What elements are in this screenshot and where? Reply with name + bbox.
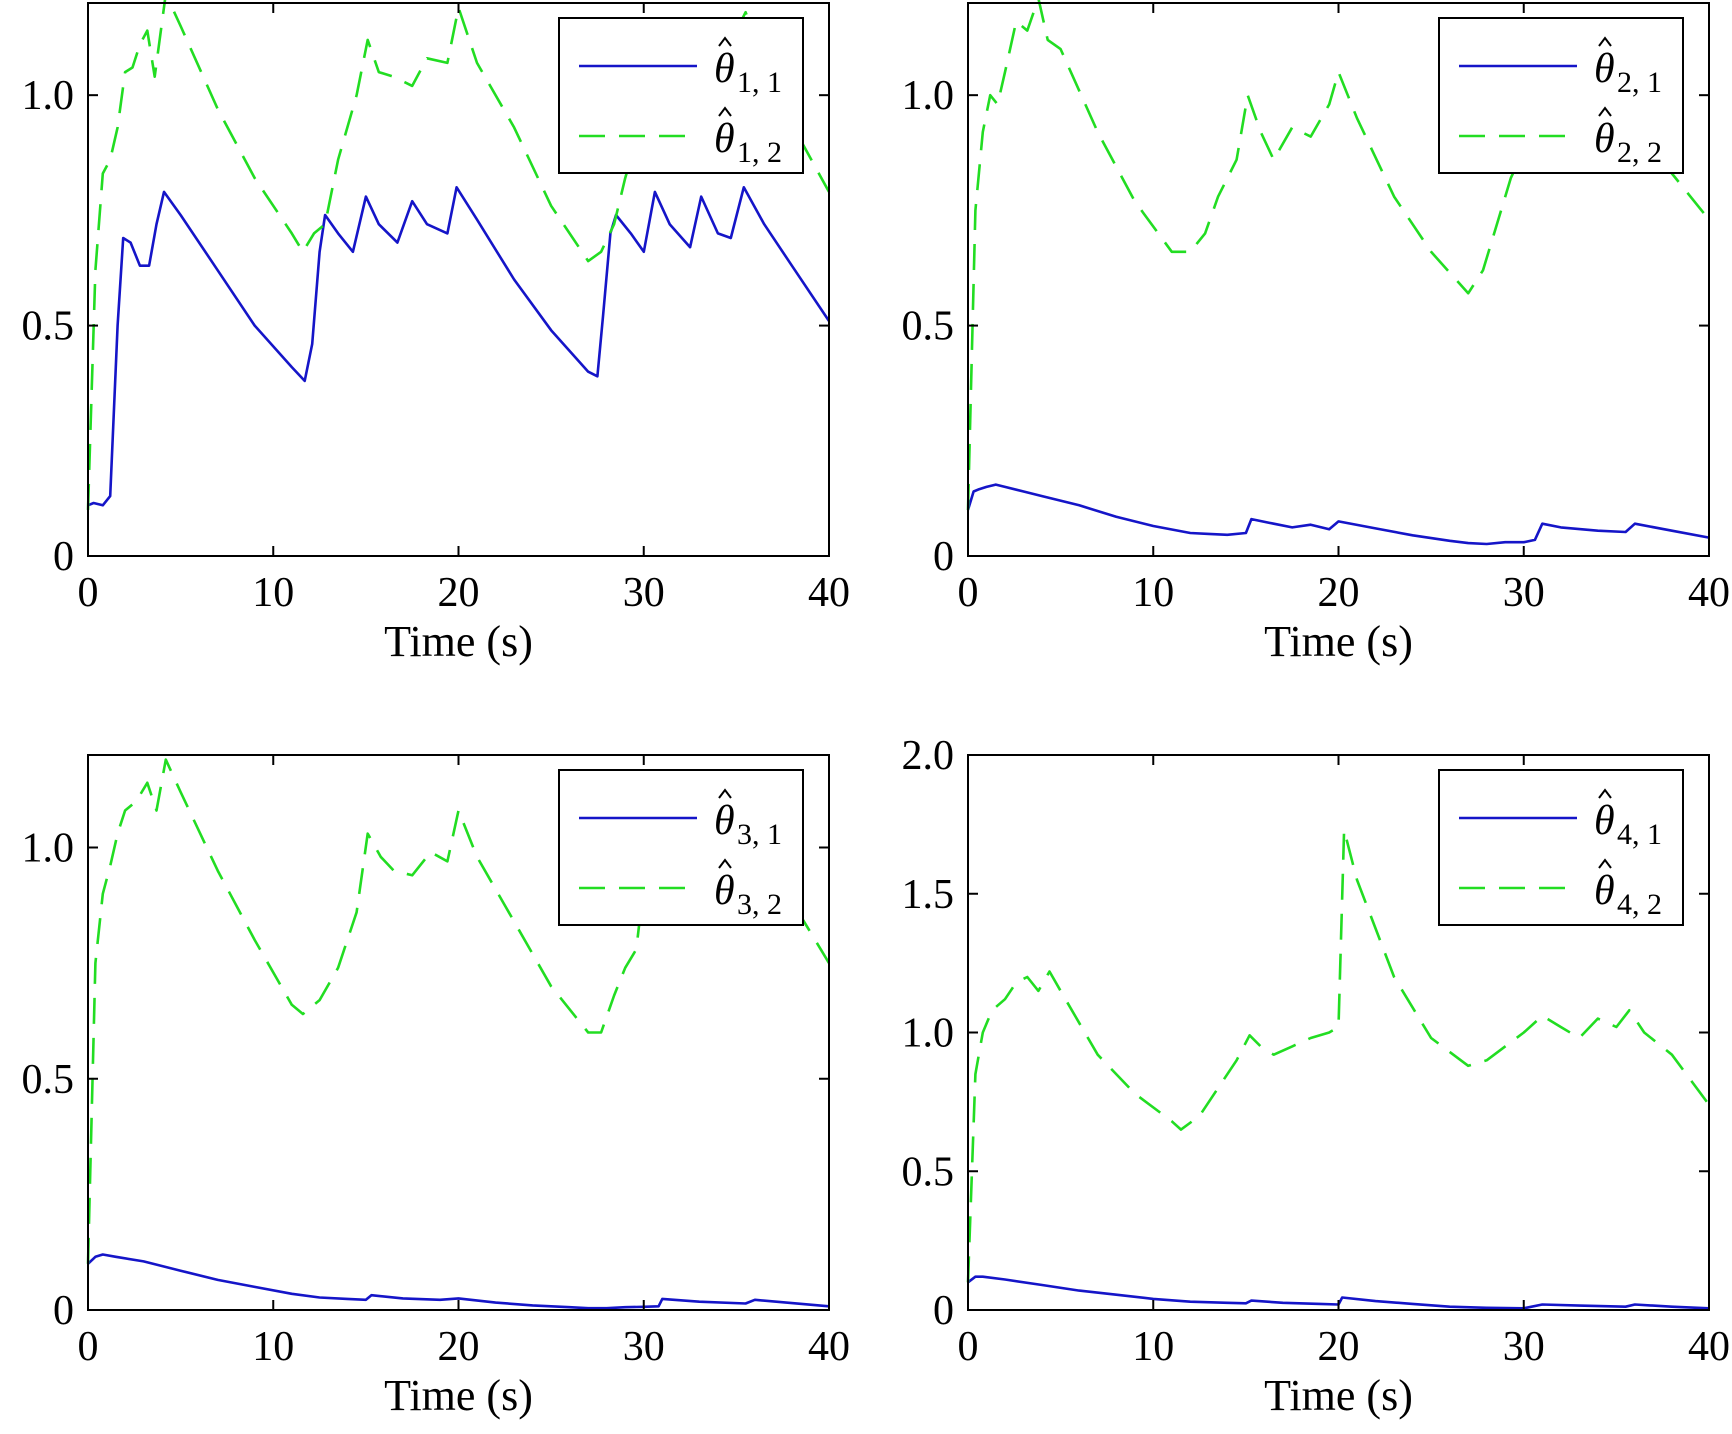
legend-label-2: θ [714,116,735,162]
legend-box [558,769,804,926]
y-tick-label: 1.0 [22,73,75,119]
hat-accent [718,36,732,47]
y-tick-label: 0.5 [902,304,955,350]
x-tick-label: 0 [958,570,979,616]
legend-label-1: θ [1594,46,1615,92]
x-tick-label: 30 [623,1324,665,1370]
legend-box [558,17,804,174]
y-tick-label: 0.5 [902,1149,955,1195]
x-tick-label: 10 [252,570,294,616]
x-tick-label: 40 [1688,570,1730,616]
legend-subscript-2: 3, 2 [737,888,782,921]
y-tick-label: 1.0 [902,1011,955,1057]
x-tick-label: 10 [1132,570,1174,616]
hat-accent [718,106,732,117]
y-tick-label: 1.0 [22,826,75,872]
legend: θ 1, 1θ 1, 2 [558,17,804,174]
series-line-1 [966,483,1710,546]
hat-accent [718,788,732,799]
x-tick-label: 20 [438,570,480,616]
x-tick-label: 30 [1503,1324,1545,1370]
legend-subscript-2: 4, 2 [1617,888,1662,921]
series-line-1 [967,1275,1710,1310]
series-line-2 [966,0,1711,510]
legend-label-2: θ [714,868,735,914]
x-axis-label: Time (s) [1264,1371,1413,1420]
x-axis-label: Time (s) [384,617,533,666]
x-tick-label: 20 [438,1324,480,1370]
x-tick-label: 0 [78,570,99,616]
y-tick-label: 0 [53,534,74,580]
x-tick-label: 10 [252,1324,294,1370]
x-tick-label: 40 [1688,1324,1730,1370]
hat-accent [1598,858,1612,869]
hat-accent [1598,106,1612,117]
series-line-1 [87,186,831,507]
y-tick-label: 1.5 [902,872,955,918]
y-tick-label: 0 [933,1288,954,1334]
x-tick-label: 40 [808,570,850,616]
x-tick-label: 30 [1503,570,1545,616]
legend-subscript-1: 4, 1 [1617,818,1662,851]
x-axis-label: Time (s) [384,1371,533,1420]
legend-subscript-2: 1, 2 [737,136,782,169]
hat-accent [1598,36,1612,47]
x-tick-label: 30 [623,570,665,616]
legend-subscript-2: 2, 2 [1617,136,1662,169]
legend-box [1438,769,1684,926]
legend-label-1: θ [714,798,735,844]
legend-subscript-1: 3, 1 [737,818,782,851]
legend-label-1: θ [714,46,735,92]
legend-label-2: θ [1594,868,1615,914]
x-tick-label: 20 [1318,1324,1360,1370]
legend: θ 4, 1θ 4, 2 [1438,769,1684,926]
x-tick-label: 0 [78,1324,99,1370]
series-line-1 [87,1253,830,1310]
y-tick-label: 0.5 [22,304,75,350]
x-axis-label: Time (s) [1264,617,1413,666]
hat-accent [1598,788,1612,799]
legend-box [1438,17,1684,174]
x-tick-label: 40 [808,1324,850,1370]
x-tick-label: 20 [1318,570,1360,616]
x-tick-label: 0 [958,1324,979,1370]
legend: θ 3, 1θ 3, 2 [558,769,804,926]
series-line-2 [966,828,1711,1283]
y-tick-label: 0.5 [22,1057,75,1103]
legend: θ 2, 1θ 2, 2 [1438,17,1684,174]
legend-subscript-1: 1, 1 [737,66,782,99]
y-tick-label: 1.0 [902,73,955,119]
x-tick-label: 10 [1132,1324,1174,1370]
y-tick-label: 2.0 [902,733,955,779]
hat-accent [718,858,732,869]
legend-label-1: θ [1594,798,1615,844]
legend-label-2: θ [1594,116,1615,162]
legend-subscript-1: 2, 1 [1617,66,1662,99]
y-tick-label: 0 [53,1288,74,1334]
y-tick-label: 0 [933,534,954,580]
